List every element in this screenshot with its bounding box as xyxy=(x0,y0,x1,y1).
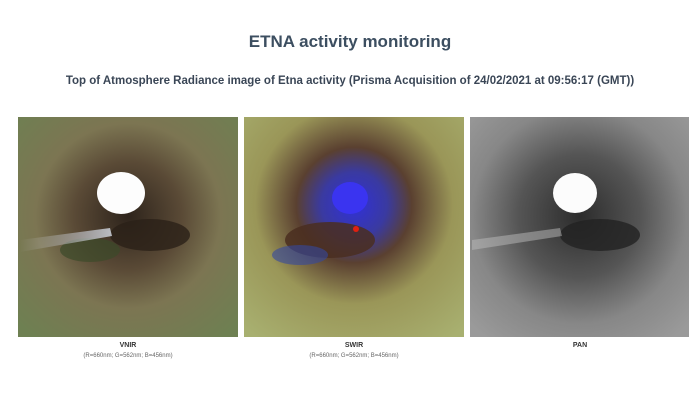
swir-image xyxy=(244,117,464,337)
panel-label: PAN xyxy=(573,342,587,349)
panel-bands: (R=660nm; G=562nm; B=456nm) xyxy=(309,353,398,359)
panel-label: SWIR xyxy=(345,342,363,349)
page-title: ETNA activity monitoring xyxy=(249,32,451,51)
pan-image xyxy=(470,117,689,337)
page-subtitle: Top of Atmosphere Radiance image of Etna… xyxy=(66,75,634,87)
panel-bands: (R=660nm; G=562nm; B=456nm) xyxy=(83,353,172,359)
panel-label: VNIR xyxy=(120,342,137,349)
vnir-image xyxy=(18,117,238,337)
